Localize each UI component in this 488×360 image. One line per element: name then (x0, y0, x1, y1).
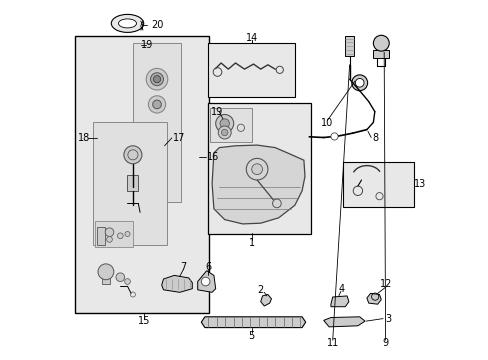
Text: 19: 19 (211, 107, 223, 117)
Circle shape (117, 233, 123, 239)
Ellipse shape (111, 14, 143, 32)
Circle shape (201, 277, 209, 286)
Circle shape (220, 119, 229, 128)
Circle shape (123, 146, 142, 164)
Polygon shape (330, 296, 348, 307)
Circle shape (146, 68, 167, 90)
Circle shape (98, 264, 114, 280)
Bar (75, 36, 208, 313)
Text: 8: 8 (371, 132, 378, 143)
Polygon shape (197, 271, 215, 292)
Bar (93, 122, 167, 245)
Bar (97, 227, 104, 245)
Text: 1: 1 (248, 238, 254, 248)
Text: 3: 3 (384, 314, 390, 324)
Bar (208, 103, 310, 234)
Circle shape (373, 35, 388, 51)
Bar (102, 275, 110, 284)
Text: 12: 12 (379, 279, 391, 289)
Polygon shape (212, 145, 305, 224)
Circle shape (105, 228, 114, 237)
Polygon shape (366, 293, 381, 304)
Circle shape (251, 164, 262, 175)
Text: 16: 16 (206, 152, 219, 162)
Bar (133, 43, 181, 202)
Circle shape (221, 129, 227, 136)
Text: 13: 13 (413, 179, 426, 189)
Circle shape (124, 279, 130, 284)
Circle shape (355, 78, 363, 87)
Circle shape (125, 231, 130, 237)
Text: 14: 14 (245, 33, 257, 43)
Polygon shape (260, 294, 271, 306)
Text: 19: 19 (141, 40, 153, 50)
Circle shape (330, 133, 337, 140)
Polygon shape (323, 317, 365, 327)
Circle shape (152, 100, 161, 109)
Text: 7: 7 (180, 262, 186, 272)
Text: 17: 17 (172, 133, 184, 143)
Ellipse shape (118, 19, 136, 28)
Circle shape (351, 75, 367, 91)
Text: 20: 20 (151, 20, 163, 30)
Bar (373, 50, 388, 58)
Text: 11: 11 (326, 338, 338, 348)
Bar (343, 162, 413, 207)
Text: 6: 6 (205, 262, 211, 272)
Circle shape (127, 150, 138, 160)
Polygon shape (201, 317, 305, 328)
Circle shape (215, 114, 233, 132)
Bar (208, 43, 294, 97)
Text: 18: 18 (78, 133, 90, 143)
Circle shape (150, 73, 163, 86)
Bar (210, 108, 251, 142)
Text: 4: 4 (338, 284, 344, 294)
Text: 9: 9 (382, 338, 388, 348)
Bar (127, 175, 138, 191)
Circle shape (153, 76, 160, 83)
Text: 5: 5 (248, 330, 254, 341)
Text: 2: 2 (257, 285, 264, 295)
Polygon shape (162, 275, 192, 292)
Circle shape (106, 237, 112, 242)
Bar (345, 36, 354, 56)
Circle shape (148, 96, 165, 113)
Bar (95, 221, 133, 247)
Text: 10: 10 (321, 118, 333, 128)
Circle shape (116, 273, 124, 282)
Circle shape (218, 126, 231, 139)
Text: 15: 15 (137, 316, 150, 327)
